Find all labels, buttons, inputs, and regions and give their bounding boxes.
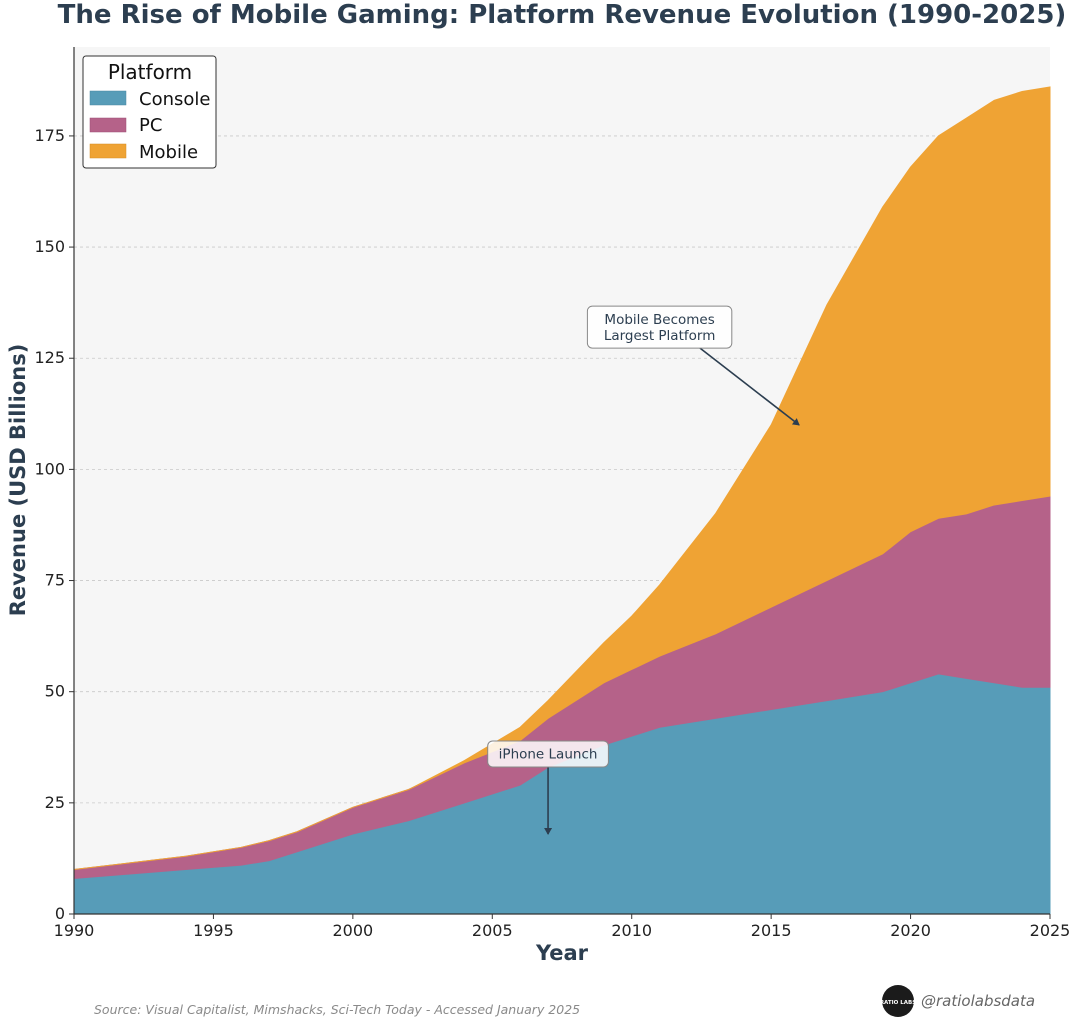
legend-swatch-pc: [89, 117, 127, 133]
annotation-box: [487, 740, 609, 768]
watermark-handle: @ratiolabsdata: [921, 992, 1035, 1010]
x-tick-label: 2005: [472, 921, 513, 940]
y-tick-label: 0: [55, 904, 65, 923]
y-tick-label: 125: [34, 348, 65, 367]
axis-ticks: 1990 1995 2000 2005 2010 2015 2020 2025 0 25 50 75 1…: [34, 126, 1070, 940]
x-axis-label: Year: [535, 941, 589, 965]
legend-title: Platform: [108, 60, 192, 84]
annotation-arrow: [699, 347, 800, 426]
y-tick-label: 150: [34, 237, 65, 256]
watermark: RATIO LABS @ratiolabsdata: [880, 985, 1035, 1017]
y-tick-label: 25: [45, 793, 65, 812]
x-tick-label: 2000: [332, 921, 373, 940]
stacked-areas: [73, 86, 1051, 915]
y-tick-label: 175: [34, 126, 65, 145]
legend: Platform Console PC Mobile: [82, 55, 217, 169]
annotation-text: Mobile Becomes: [604, 312, 714, 328]
annotation-text: Largest Platform: [604, 328, 716, 344]
area-mobile: [73, 86, 1051, 871]
legend-label-pc: PC: [139, 115, 162, 136]
legend-label-console: Console: [139, 89, 210, 110]
y-tick-label: 75: [45, 571, 65, 590]
chart-title: The Rise of Mobile Gaming: Platform Reve…: [58, 0, 1067, 30]
legend-label-mobile: Mobile: [139, 142, 198, 163]
annotation-box: [586, 305, 733, 349]
x-tick-label: 1995: [193, 921, 234, 940]
y-tick-label: 50: [45, 682, 65, 701]
legend-swatch-mobile: [89, 143, 127, 159]
legend-swatch-console: [89, 90, 127, 106]
source-note: Source: Visual Capitalist, Mimshacks, Sc…: [94, 1002, 580, 1017]
legend-box: [82, 55, 217, 169]
x-tick-label: 1990: [54, 921, 95, 940]
x-tick-label: 2025: [1030, 921, 1071, 940]
annotation-1: iPhone Launch: [487, 740, 609, 835]
watermark-logo: [882, 985, 914, 1017]
y-tick-label: 100: [34, 459, 65, 478]
y-axis-label: Revenue (USD Billions): [6, 344, 30, 617]
x-tick-label: 2015: [751, 921, 792, 940]
x-tick-label: 2020: [890, 921, 931, 940]
x-tick-label: 2010: [611, 921, 652, 940]
annotation-text: iPhone Launch: [499, 747, 598, 763]
watermark-logo-text: RATIO LABS: [880, 1000, 916, 1006]
